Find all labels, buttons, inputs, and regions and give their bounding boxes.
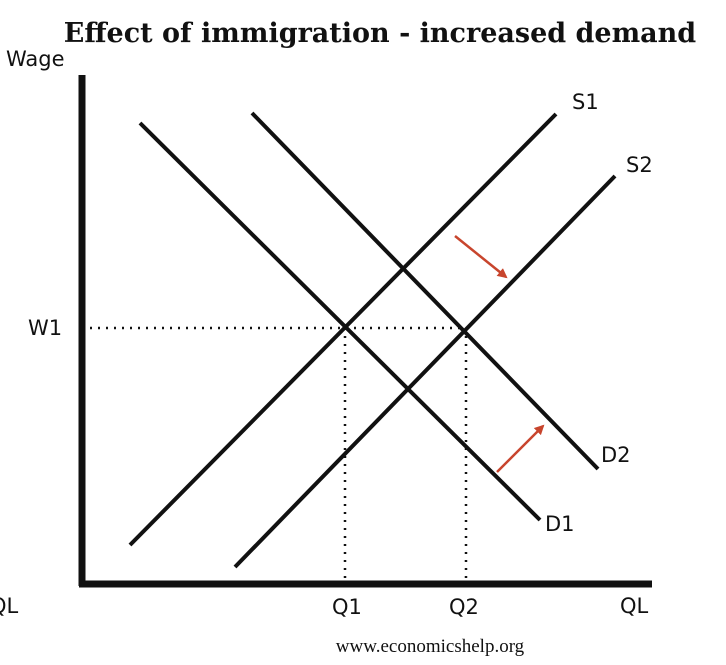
supply-curve-s2 [233, 174, 617, 569]
d1-label: D1 [545, 512, 575, 536]
q2-label: Q2 [449, 595, 479, 619]
diagram-title: Effect of immigration - increased demand [64, 18, 697, 49]
s2-label: S2 [626, 153, 653, 177]
x-axis-label: QL [620, 594, 649, 618]
y-axis-label: Wage [6, 47, 65, 71]
source-credit: www.economicshelp.org [336, 636, 525, 657]
s1-label: S1 [572, 90, 599, 114]
q1-label: Q1 [332, 595, 362, 619]
x-axis-label-cropped: QL [0, 594, 19, 618]
demand-curve-d2 [250, 111, 600, 471]
shift-arrow-demand [454, 235, 508, 279]
shift-arrow-supply [496, 424, 545, 473]
demand-curve-d1 [138, 121, 542, 522]
d2-label: D2 [601, 443, 631, 467]
w1-label: W1 [28, 316, 62, 340]
supply-curve-s1 [128, 112, 558, 547]
